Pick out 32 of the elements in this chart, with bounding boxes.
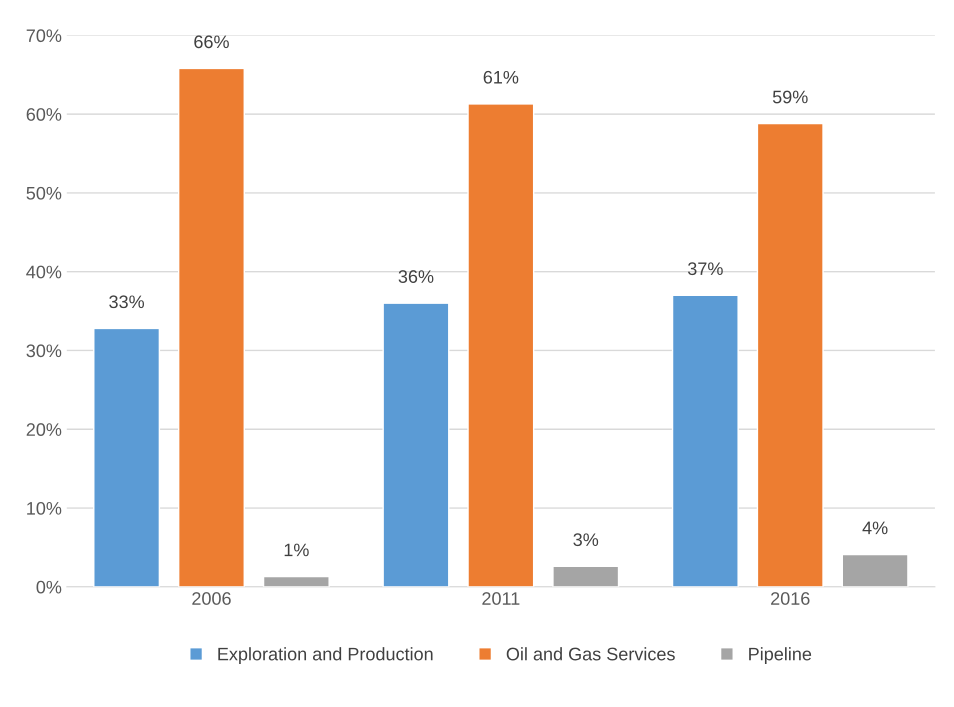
bar [672, 294, 739, 587]
data-label: 59% [772, 90, 808, 104]
legend-label: Oil and Gas Services [506, 647, 675, 660]
y-tick-label: 0% [36, 580, 62, 594]
bar [756, 122, 824, 587]
legend-label: Pipeline [749, 647, 812, 664]
x-tick-label: 2011 [482, 592, 520, 605]
data-label: 4% [862, 522, 888, 534]
y-tick-label: 40% [26, 266, 62, 278]
x-tick-label: 2006 [192, 592, 231, 605]
bar [262, 576, 330, 587]
y-tick-label: 10% [27, 502, 62, 515]
data-label: 66% [194, 35, 229, 48]
legend-label: Exploration and Production [218, 647, 432, 664]
data-label: 37% [688, 262, 723, 276]
bar [382, 302, 450, 587]
data-label: 33% [109, 295, 144, 308]
bar [93, 328, 160, 587]
bar [467, 103, 534, 587]
bar [178, 68, 245, 587]
y-tick-label: 70% [26, 29, 62, 42]
y-tick-label: 30% [26, 344, 62, 358]
y-tick-label: 60% [26, 108, 62, 121]
x-tick-label: 2016 [771, 592, 810, 605]
y-tick-label: 20% [26, 423, 62, 436]
bar [842, 554, 909, 587]
bar [552, 566, 620, 587]
data-label: 36% [398, 270, 434, 283]
data-label: 1% [284, 544, 309, 556]
data-label: 61% [484, 70, 518, 84]
y-tick-label: 50% [26, 186, 62, 200]
data-label: 3% [573, 533, 598, 546]
